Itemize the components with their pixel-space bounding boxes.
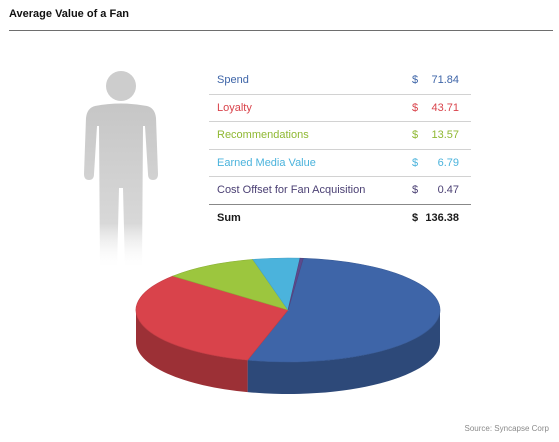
pie-chart — [135, 257, 441, 394]
sum-row: Sum $ 136.38 — [209, 205, 471, 232]
row-label-cost-offset: Cost Offset for Fan Acquisition — [217, 184, 366, 196]
sum-value: 136.38 — [425, 211, 459, 224]
sum-label: Sum — [217, 211, 241, 224]
row-value-cost-offset: 0.47 — [437, 184, 459, 196]
pie-side-loyalty — [136, 310, 248, 393]
row-label-earned-media: Earned Media Value — [217, 156, 316, 169]
pie-side-spend — [247, 310, 440, 394]
row-label-recommendations: Recommendations — [217, 129, 309, 141]
currency-symbol: $ — [412, 184, 419, 196]
row-value-spend: 71.84 — [431, 74, 459, 86]
chart-title: Average Value of a Fan — [9, 8, 130, 20]
table-row: Loyalty $ 43.71 — [209, 95, 471, 122]
currency-symbol: $ — [412, 74, 419, 86]
currency-symbol: $ — [412, 101, 419, 114]
row-value-loyalty: 43.71 — [431, 101, 459, 114]
source-note: Source: Syncapse Corp — [464, 424, 550, 433]
pie-slice-recommendations — [172, 259, 289, 311]
row-label-loyalty: Loyalty — [217, 101, 252, 114]
currency-symbol: $ — [412, 211, 419, 224]
pie-slice-loyalty — [135, 275, 289, 361]
currency-symbol: $ — [412, 156, 419, 169]
title-divider — [9, 30, 553, 31]
table-row: Recommendations $ 13.57 — [209, 122, 471, 150]
row-label-spend: Spend — [217, 74, 249, 86]
person-icon — [84, 71, 158, 270]
table-row: Earned Media Value $ 6.79 — [209, 150, 471, 177]
table-row: Spend $ 71.84 — [209, 67, 471, 95]
row-value-earned-media: 6.79 — [437, 156, 459, 169]
value-table: Spend $ 71.84 Loyalty $ 43.71 Recommenda… — [209, 67, 471, 231]
pie-slice-cost-offset — [287, 257, 304, 311]
table-row: Cost Offset for Fan Acquisition $ 0.47 — [209, 177, 471, 205]
row-value-recommendations: 13.57 — [431, 129, 459, 141]
currency-symbol: $ — [412, 129, 419, 141]
